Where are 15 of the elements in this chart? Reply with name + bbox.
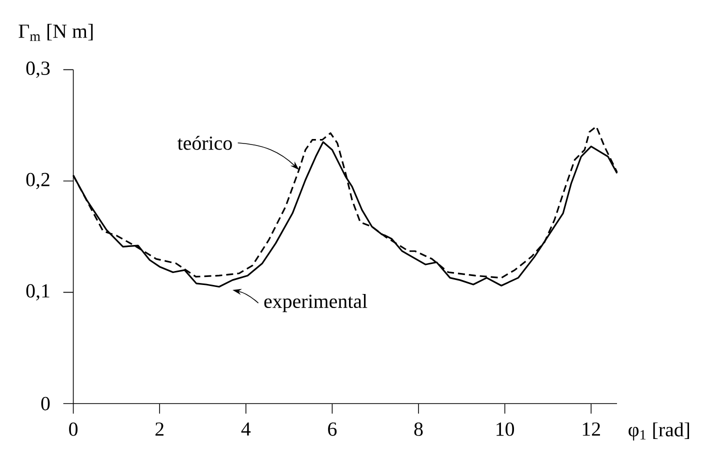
y-tick-label: 0 — [41, 396, 50, 410]
annotation: teórico — [178, 136, 232, 150]
x-tick-label: 8 — [414, 422, 423, 436]
y-tick-label: 0,2 — [26, 172, 50, 190]
y-axis-title: Γ$_{m}$ [N m] — [18, 24, 93, 41]
x-tick-label: 2 — [155, 422, 164, 436]
y-tick-label: 0,1 — [26, 284, 50, 300]
x-tick-label: 10 — [496, 422, 514, 436]
x-tick-label: 6 — [328, 422, 337, 436]
annotation: experimental — [264, 294, 368, 312]
x-axis-title: φ$_{1}$ [rad] — [628, 422, 690, 440]
x-tick-label: 12 — [582, 422, 600, 436]
y-tick-label: 0,3 — [26, 62, 50, 78]
x-tick-label: 0 — [69, 422, 78, 436]
x-tick-label: 4 — [241, 422, 251, 436]
